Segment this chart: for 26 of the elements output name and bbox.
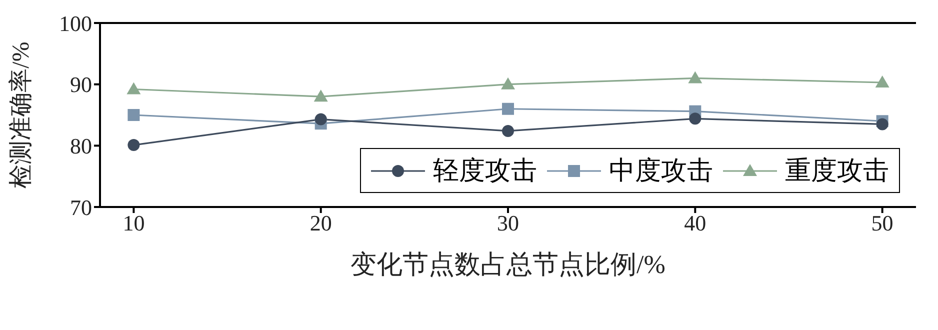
point (689, 112, 702, 125)
point (502, 102, 514, 115)
point (314, 113, 327, 126)
point (128, 109, 140, 121)
x-tick-label: 20 (310, 210, 332, 236)
point (314, 90, 328, 102)
point (501, 77, 515, 90)
legend-label: 重度攻击 (785, 155, 889, 187)
x-tick-label: 40 (684, 210, 706, 236)
point (126, 82, 141, 94)
point (128, 139, 140, 152)
x-tick-label: 30 (497, 210, 519, 236)
y-tick-label: 100 (59, 10, 92, 36)
y-tick-label: 90 (70, 72, 92, 98)
x-axis-title: 变化节点数占总节点比例/% (350, 250, 666, 279)
y-tick-label: 80 (70, 133, 92, 158)
point (876, 118, 888, 130)
y-axis-title: 检测准确率/% (8, 42, 35, 188)
point (502, 124, 514, 137)
y-tick-label: 70 (70, 194, 92, 220)
x-tick-label: 50 (871, 210, 894, 236)
legend-label: 中度攻击 (609, 155, 713, 187)
point (875, 75, 890, 88)
point (688, 71, 702, 84)
x-tick-label: 10 (122, 210, 145, 236)
legend-label: 轻度攻击 (433, 155, 537, 187)
